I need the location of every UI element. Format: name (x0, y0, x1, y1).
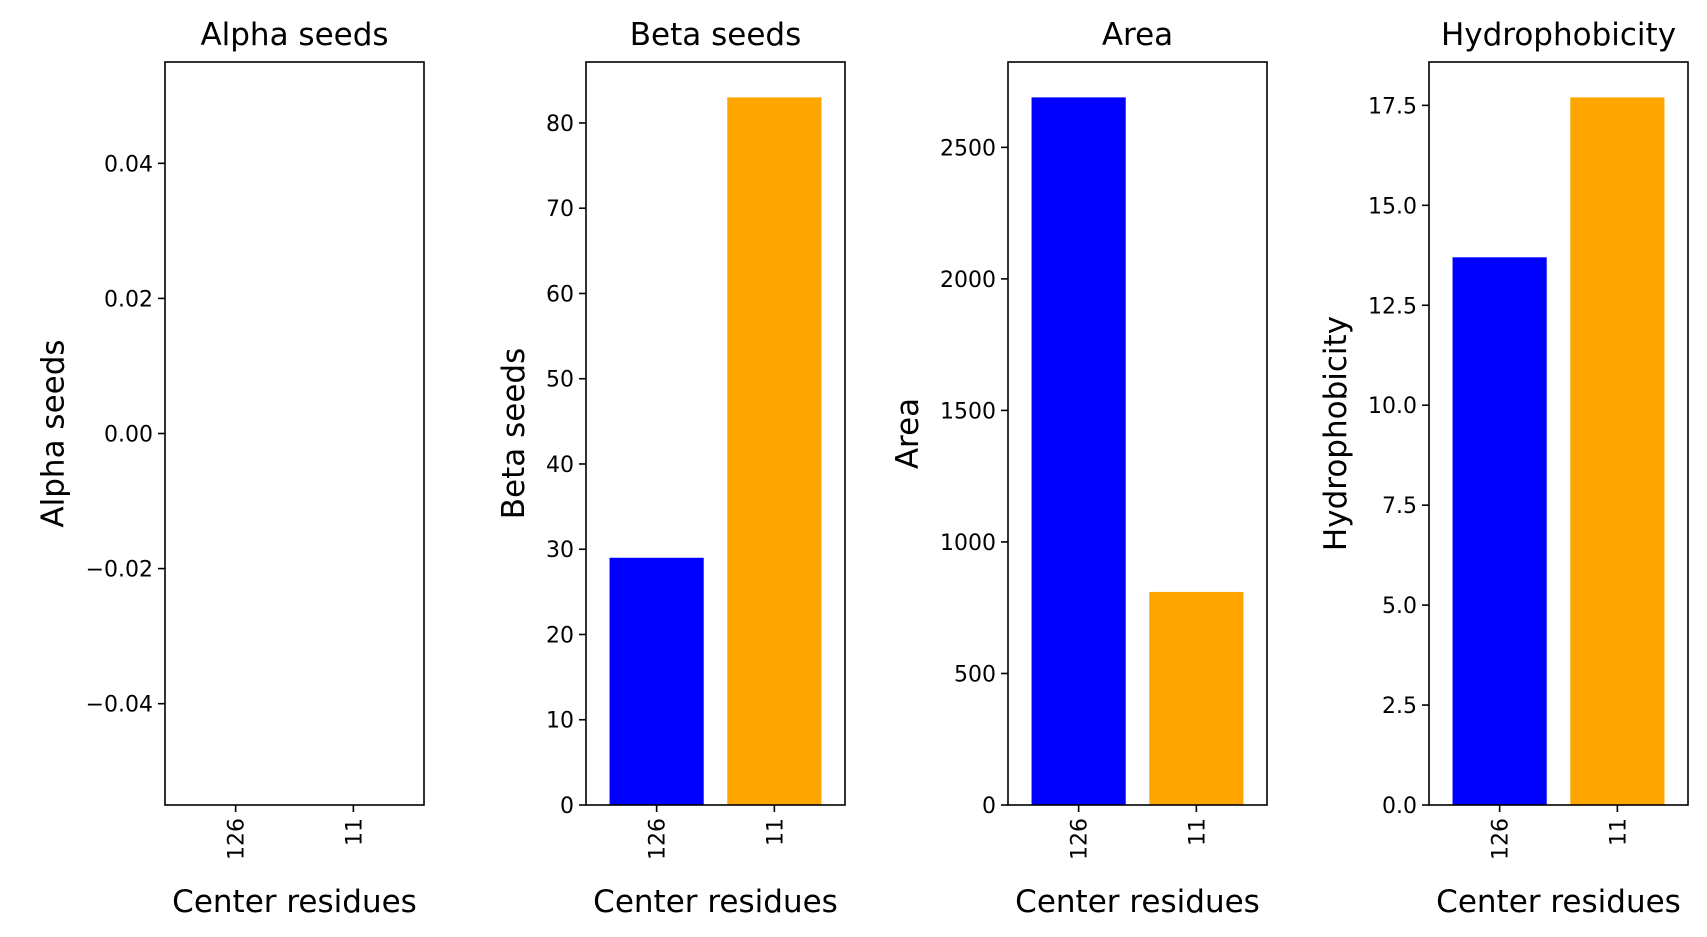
y-tick-label: 50 (546, 368, 574, 393)
y-tick-label: −0.04 (86, 693, 153, 718)
x-tick-label: 11 (763, 818, 788, 846)
axes-frame (585, 61, 846, 806)
panel-title: Beta seeds (630, 17, 801, 53)
y-tick-label: 0.00 (104, 423, 153, 448)
y-tick-label: 10.0 (1368, 394, 1417, 419)
bar-126 (609, 557, 704, 805)
y-tick-label: 2.5 (1382, 694, 1417, 719)
chart-panel-1: −0.04 −0.02 0.00 0.02 0.04 126 11 Alpha seeds Ce… (36, 17, 425, 920)
bar-11 (1149, 591, 1244, 805)
y-tick-label: 17.5 (1368, 94, 1417, 119)
y-tick-label: 10 (546, 709, 574, 734)
y-tick-label: 80 (546, 112, 574, 137)
x-tick-label: 126 (1489, 818, 1514, 860)
x-axis-label: Center residues (172, 884, 417, 920)
y-tick-label: 12.5 (1368, 294, 1417, 319)
axes-frame (1007, 61, 1268, 806)
y-axis-label: Hydrophobicity (1318, 316, 1354, 551)
x-axis-label: Center residues (1436, 884, 1681, 920)
y-tick-label: 60 (546, 282, 574, 307)
y-tick-label: 30 (546, 538, 574, 563)
panel-title: Alpha seeds (200, 17, 388, 53)
bar-11 (1570, 97, 1665, 805)
y-tick-label: 500 (954, 662, 996, 687)
x-tick-label: 126 (1068, 818, 1093, 860)
y-tick-label: 0 (560, 794, 574, 819)
y-axis-label: Alpha seeds (36, 339, 72, 527)
panel-title: Area (1102, 17, 1173, 53)
x-axis-label: Center residues (1015, 884, 1260, 920)
x-axis-label: Center residues (593, 884, 838, 920)
y-axis-label: Area (890, 398, 926, 469)
x-tick-label: 126 (646, 818, 671, 860)
y-tick-label: 0 (982, 794, 996, 819)
y-tick-label: 40 (546, 453, 574, 478)
axes-frame (1428, 61, 1689, 806)
bar-126 (1031, 97, 1126, 805)
panel-title: Hydrophobicity (1441, 17, 1676, 53)
y-tick-label: 2000 (940, 268, 996, 293)
axes-frame (164, 61, 425, 806)
x-tick-label: 11 (1606, 818, 1631, 846)
y-tick-label: −0.02 (86, 558, 153, 583)
x-tick-label: 11 (1185, 818, 1210, 846)
y-tick-label: 5.0 (1382, 594, 1417, 619)
chart-panel-2: 0 10 20 30 40 50 60 70 80 126 11 Beta seeds Center r… (496, 17, 846, 920)
y-tick-label: 0.0 (1382, 794, 1417, 819)
bar-126 (1452, 257, 1547, 805)
y-tick-label: 7.5 (1382, 494, 1417, 519)
y-tick-label: 0.04 (104, 152, 153, 177)
x-tick-label: 126 (225, 818, 250, 860)
y-tick-label: 0.02 (104, 287, 153, 312)
y-tick-label: 15.0 (1368, 194, 1417, 219)
y-tick-label: 2500 (940, 136, 996, 161)
chart-panel-3: 0 500 1000 1500 2000 2500 126 11 Area Center resi… (890, 17, 1268, 920)
y-tick-label: 1500 (940, 399, 996, 424)
chart-panel-4: 0.0 2.5 5.0 7.5 10.0 12.5 15.0 17.5 126 11 Hydroph… (1318, 17, 1689, 920)
y-tick-label: 70 (546, 197, 574, 222)
y-axis-label: Beta seeds (496, 348, 532, 519)
x-tick-label: 11 (342, 818, 367, 846)
y-tick-label: 1000 (940, 531, 996, 556)
bar-11 (727, 97, 822, 805)
y-tick-label: 20 (546, 623, 574, 648)
